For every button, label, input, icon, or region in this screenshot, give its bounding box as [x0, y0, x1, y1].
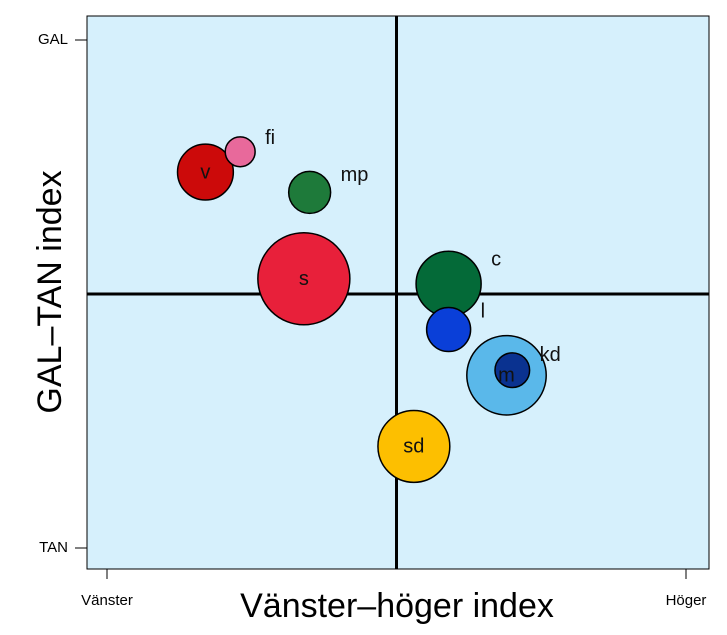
bubble-fi [224, 136, 256, 168]
y-tick-label: TAN [39, 539, 68, 556]
bubble-c [415, 250, 482, 318]
bubbles: s m sd c v l mp kd fi [176, 127, 561, 484]
bubble-mp [287, 170, 332, 215]
bubble-label-v: v [200, 161, 210, 183]
x-tick-label: Höger [666, 592, 707, 609]
bubble-label-mp: mp [341, 164, 369, 186]
bubble-label-sd: sd [403, 436, 424, 458]
bubble-kd [494, 352, 531, 389]
bubble-label-m: m [498, 365, 515, 387]
x-tick-label: Vänster [81, 592, 133, 609]
bubble-s [257, 232, 351, 326]
bubble-label-c: c [491, 249, 501, 271]
bubble-label-s: s [299, 268, 309, 290]
bubble-label-kd: kd [540, 344, 561, 366]
y-axis-title: GAL–TAN index [31, 170, 69, 413]
axis-ticks: Vänster Höger GAL TAN [38, 31, 706, 609]
bubble-sd [377, 409, 451, 484]
x-axis-title: Vänster–höger index [240, 587, 554, 625]
bubble-label-l: l [481, 301, 485, 323]
bubble-v [176, 143, 235, 201]
bubble-l [425, 306, 472, 353]
bubble-label-fi: fi [265, 127, 275, 149]
y-tick-label: GAL [38, 31, 68, 48]
